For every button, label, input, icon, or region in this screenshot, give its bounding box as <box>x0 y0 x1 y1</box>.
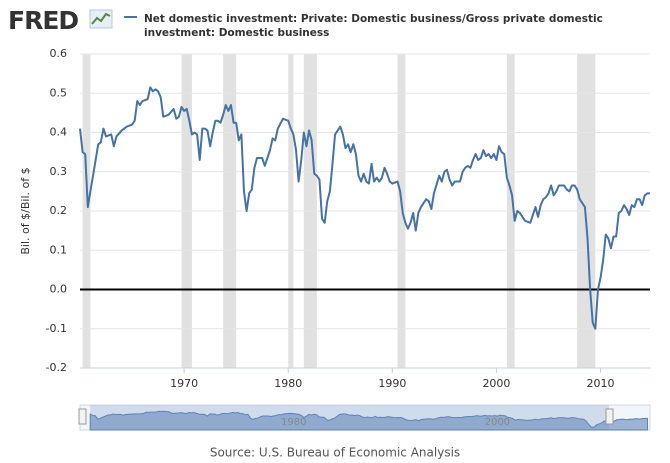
y-tick-label: 0.0 <box>50 283 68 296</box>
x-tick-label: 1970 <box>170 377 198 390</box>
x-tick-label: 1980 <box>274 377 302 390</box>
y-tick-label: 0.2 <box>50 204 68 217</box>
y-tick-label: 0.6 <box>50 47 68 60</box>
x-tick-label: 2010 <box>587 377 615 390</box>
data-line <box>79 86 650 330</box>
y-axis-label: Bil. of $/Bil. of $ <box>19 167 32 254</box>
y-tick-label: 0.4 <box>50 126 68 139</box>
navigator-tick-label: 2000 <box>485 417 510 428</box>
y-tick-label: -0.1 <box>46 322 67 335</box>
navigator-handle[interactable] <box>78 408 87 425</box>
logo[interactable]: FRED <box>8 6 79 35</box>
source: Source: U.S. Bureau of Economic Analysis <box>210 446 460 460</box>
x-tick-label: 2000 <box>482 377 510 390</box>
navigator-selection <box>90 405 609 430</box>
y-tick-label: 0.5 <box>50 86 68 99</box>
legend-entry[interactable]: Net domestic investment: Private: Domest… <box>144 13 603 39</box>
x-tick-label: 1990 <box>378 377 406 390</box>
y-tick-label: -0.2 <box>46 361 67 374</box>
logo-icon <box>89 9 113 29</box>
y-tick-label: 0.3 <box>50 165 68 178</box>
navigator-handle[interactable] <box>605 408 614 425</box>
y-tick-label: 0.1 <box>50 243 68 256</box>
navigator-area <box>89 410 648 431</box>
navigator-tick-label: 1980 <box>281 417 306 428</box>
